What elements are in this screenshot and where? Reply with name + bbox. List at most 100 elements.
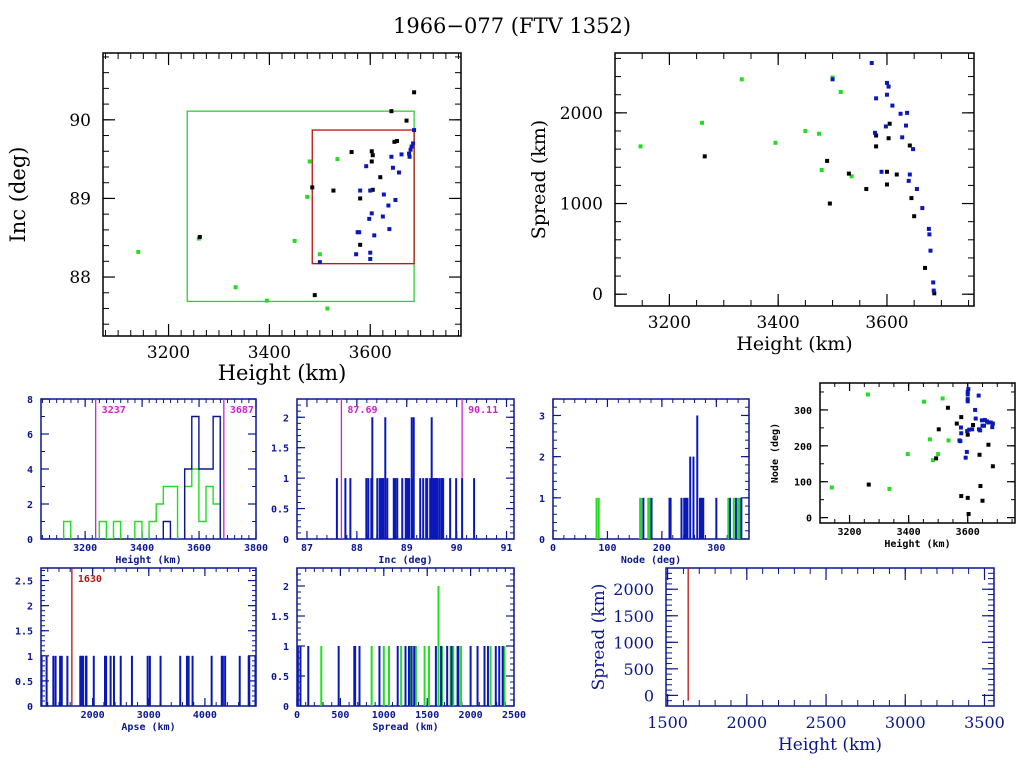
scatter-point-blue bbox=[386, 203, 391, 208]
x-tick-label: 3200 bbox=[837, 527, 861, 538]
scatter-point-green bbox=[136, 249, 141, 254]
x-tick-label: 500 bbox=[331, 710, 349, 721]
x-tick-label: 89 bbox=[401, 543, 413, 554]
scatter-point-blue bbox=[368, 188, 373, 193]
scatter-point-blue bbox=[407, 151, 412, 156]
x-tick-label: 3600 bbox=[187, 543, 211, 554]
scatter-point-green bbox=[264, 298, 269, 303]
y-tick-label: 8 bbox=[27, 395, 33, 406]
scatter-point-blue bbox=[369, 211, 374, 216]
height-histogram-chart: 3200 3400 3600 3800 0 2 4 6 8 Height (km) 3237 3687 bbox=[27, 395, 268, 566]
scatter-point-blue bbox=[393, 198, 398, 203]
scatter-point-black bbox=[978, 484, 983, 489]
scatter-point-blue bbox=[364, 164, 369, 169]
data-layer bbox=[638, 60, 937, 296]
scatter-point-blue bbox=[964, 449, 969, 454]
scatter-point-blue bbox=[357, 230, 362, 235]
scatter-point-blue bbox=[390, 165, 395, 170]
scatter-point-black bbox=[825, 158, 830, 163]
scatter-point-black bbox=[932, 291, 937, 296]
y-tick-label: 0.5 bbox=[271, 505, 289, 516]
scatter-point-blue bbox=[411, 141, 416, 146]
scatter-point-black bbox=[884, 182, 889, 187]
scatter-point-black bbox=[392, 139, 397, 144]
scatter-point-blue bbox=[884, 80, 889, 85]
x-tick-label: 87 bbox=[301, 543, 313, 554]
y-tick-label: 2000 bbox=[560, 104, 603, 124]
y-tick-label: 1.5 bbox=[271, 612, 289, 623]
scatter-point-blue bbox=[967, 427, 972, 432]
y-tick-label: 6 bbox=[27, 430, 33, 441]
scatter-point-green bbox=[887, 486, 892, 491]
scatter-point-black bbox=[349, 150, 354, 155]
scatter-point-blue bbox=[914, 187, 919, 192]
scatter-point-blue bbox=[884, 92, 889, 97]
x-tick-label: 1500 bbox=[415, 710, 439, 721]
x-axis-label: Height (km) bbox=[218, 361, 347, 385]
scatter-point-black bbox=[966, 512, 971, 517]
scatter-point-blue bbox=[387, 227, 392, 232]
scatter-point-blue bbox=[907, 172, 912, 177]
scatter-point-black bbox=[936, 427, 941, 432]
y-tick-label: 2 bbox=[283, 413, 289, 424]
scatter-point-blue bbox=[900, 135, 905, 140]
y-axis-label: Spread (km) bbox=[528, 120, 550, 239]
y-tick-label: 90 bbox=[69, 111, 91, 131]
scatter-point-black bbox=[923, 265, 928, 270]
scatter-point-green bbox=[946, 438, 951, 443]
scatter-point-black bbox=[909, 196, 914, 201]
scatter-point-black bbox=[874, 133, 879, 138]
x-axis-label: Node (deg) bbox=[621, 555, 681, 566]
scatter-point-black bbox=[370, 187, 375, 192]
y-tick-label: 2000 bbox=[613, 580, 654, 599]
scatter-point-blue bbox=[898, 111, 903, 116]
scatter-point-black bbox=[986, 442, 991, 447]
scatter-point-green bbox=[829, 485, 834, 490]
green-box bbox=[186, 110, 415, 303]
scatter-point-blue bbox=[988, 420, 993, 425]
scatter-point-blue bbox=[368, 250, 373, 255]
scatter-point-blue bbox=[873, 130, 878, 135]
scatter-point-black bbox=[412, 90, 417, 95]
scatter-point-blue bbox=[879, 169, 884, 174]
scatter-point-blue bbox=[927, 232, 932, 237]
scatter-point-green bbox=[317, 252, 322, 257]
scatter-point-green bbox=[922, 399, 926, 404]
scatter-point-black bbox=[389, 109, 394, 114]
x-tick-label: 200 bbox=[653, 543, 671, 554]
x-axis-label: Height (km) bbox=[884, 538, 950, 550]
marker-label: 3237 bbox=[102, 405, 126, 416]
y-tick-label: 0 bbox=[539, 535, 545, 546]
scatter-point-blue bbox=[931, 280, 936, 285]
x-tick-label: 3000 bbox=[885, 713, 926, 732]
scatter-point-green bbox=[936, 452, 941, 457]
x-tick-label: 1500 bbox=[647, 713, 688, 732]
scatter-point-black bbox=[894, 172, 899, 177]
x-tick-label: 300 bbox=[707, 543, 725, 554]
scatter-point-green bbox=[865, 392, 870, 397]
y-tick-label: 3 bbox=[539, 411, 545, 422]
x-tick-label: 3400 bbox=[248, 343, 291, 363]
scatter-point-blue bbox=[958, 425, 963, 430]
scatter-point-green bbox=[335, 157, 340, 162]
scatter-point-green bbox=[819, 167, 824, 172]
scatter-point-blue bbox=[869, 60, 874, 65]
spread-histogram-chart: 0 500 1000 1500 2000 2500 0 0.5 1 1.5 2 Spread (km) bbox=[271, 567, 526, 733]
y-axis-label: Inc (deg) bbox=[6, 147, 30, 243]
x-tick-label: 3500 bbox=[964, 713, 1005, 732]
scatter-point-blue bbox=[911, 147, 916, 152]
scatter-point-green bbox=[325, 306, 330, 311]
x-tick-label: 2500 bbox=[806, 713, 847, 732]
scatter-point-green bbox=[292, 238, 297, 243]
scatter-point-blue bbox=[965, 397, 970, 402]
y-tick-label: 1000 bbox=[613, 633, 654, 652]
scatter-point-black bbox=[954, 421, 959, 426]
y-tick-label: 1 bbox=[27, 652, 33, 663]
scatter-point-green bbox=[905, 452, 910, 457]
inc-histogram-chart: 87 88 89 90 91 0 0.5 1 1.5 2 Inc (deg) 87.69 90.11 bbox=[271, 398, 515, 566]
y-tick-label: 2 bbox=[27, 602, 33, 613]
plot-frame bbox=[614, 52, 975, 307]
y-axis-label: Node (deg) bbox=[770, 423, 781, 483]
scatter-point-green bbox=[773, 140, 778, 145]
scatter-point-blue bbox=[354, 252, 359, 257]
